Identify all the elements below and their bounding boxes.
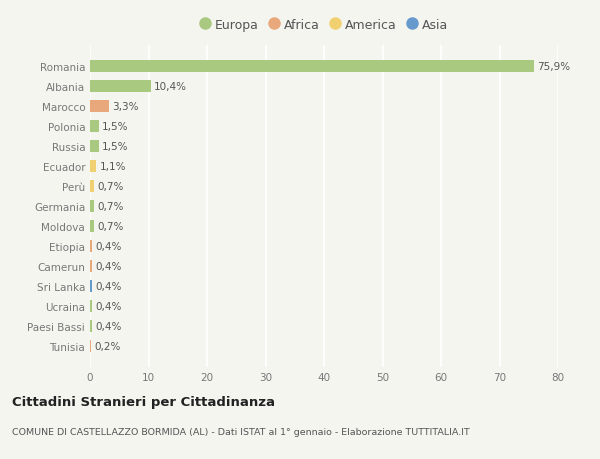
Text: 0,4%: 0,4% <box>95 241 122 252</box>
Bar <box>90 261 92 273</box>
Text: 0,4%: 0,4% <box>95 302 122 312</box>
Text: 0,4%: 0,4% <box>95 262 122 272</box>
Text: 0,2%: 0,2% <box>94 341 121 352</box>
Text: 1,5%: 1,5% <box>102 141 128 151</box>
Text: Cittadini Stranieri per Cittadinanza: Cittadini Stranieri per Cittadinanza <box>12 395 275 408</box>
Bar <box>90 101 109 112</box>
Bar <box>90 221 94 233</box>
Text: 75,9%: 75,9% <box>537 62 570 72</box>
Legend: Europa, Africa, America, Asia: Europa, Africa, America, Asia <box>195 14 453 37</box>
Bar <box>90 80 151 93</box>
Bar <box>90 201 94 213</box>
Bar <box>90 241 92 252</box>
Bar <box>90 121 99 133</box>
Text: 1,1%: 1,1% <box>100 162 126 172</box>
Text: 0,7%: 0,7% <box>97 182 124 191</box>
Bar <box>90 180 94 192</box>
Text: 1,5%: 1,5% <box>102 122 128 132</box>
Text: 3,3%: 3,3% <box>112 101 139 112</box>
Bar <box>90 280 92 292</box>
Bar <box>90 320 92 333</box>
Text: 0,4%: 0,4% <box>95 281 122 291</box>
Text: 10,4%: 10,4% <box>154 82 187 91</box>
Text: COMUNE DI CASTELLAZZO BORMIDA (AL) - Dati ISTAT al 1° gennaio - Elaborazione TUT: COMUNE DI CASTELLAZZO BORMIDA (AL) - Dat… <box>12 427 470 436</box>
Bar <box>90 140 99 152</box>
Text: 0,7%: 0,7% <box>97 222 124 231</box>
Text: 0,7%: 0,7% <box>97 202 124 212</box>
Bar <box>90 61 534 73</box>
Bar <box>90 301 92 313</box>
Bar <box>90 341 91 353</box>
Text: 0,4%: 0,4% <box>95 322 122 331</box>
Bar <box>90 161 97 173</box>
